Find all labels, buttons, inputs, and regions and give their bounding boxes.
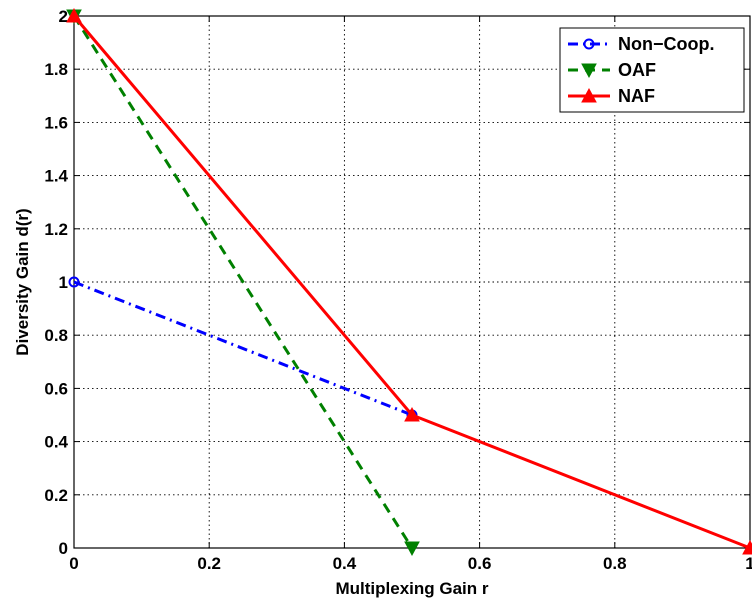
y-tick-label: 1.8: [44, 60, 68, 79]
y-axis-ticks: 0 0.2 0.4 0.6 0.8 1 1.2 1.4 1.6 1.8 2: [44, 7, 750, 558]
triangle-up-marker: [742, 539, 752, 555]
series-naf: [66, 7, 752, 555]
legend-label: OAF: [618, 60, 656, 80]
y-tick-label: 2: [59, 7, 68, 26]
circle-marker: [583, 38, 595, 50]
series-oaf: [66, 9, 420, 557]
series-non-coop: [68, 276, 418, 421]
x-tick-label: 1: [745, 554, 752, 573]
legend-item: OAF: [568, 60, 656, 80]
y-tick-label: 0.4: [44, 433, 68, 452]
x-axis-label: Multiplexing Gain r: [335, 579, 488, 598]
x-tick-label: 0.2: [197, 554, 221, 573]
x-tick-label: 0.8: [603, 554, 627, 573]
x-tick-label: 0.4: [333, 554, 357, 573]
legend-item: Non−Coop.: [568, 34, 715, 54]
y-tick-label: 1.2: [44, 220, 68, 239]
triangle-down-marker: [581, 63, 597, 79]
x-axis-ticks: 0 0.2 0.4 0.6 0.8 1: [69, 16, 752, 573]
y-tick-label: 0.6: [44, 379, 68, 398]
series-line: [72, 15, 414, 549]
y-tick-label: 1.4: [44, 167, 68, 186]
series-line: [73, 280, 413, 417]
y-tick-label: 1: [59, 273, 68, 292]
legend-item: NAF: [568, 86, 655, 106]
y-tick-label: 1.6: [44, 113, 68, 132]
y-axis-label: Diversity Gain d(r): [13, 208, 32, 355]
triangle-up-marker: [581, 87, 597, 103]
legend-label: NAF: [618, 86, 655, 106]
y-tick-label: 0.8: [44, 326, 68, 345]
y-tick-label: 0.2: [44, 486, 68, 505]
x-tick-label: 0.6: [468, 554, 492, 573]
legend-label: Non−Coop.: [618, 34, 715, 54]
triangle-up-marker: [66, 7, 82, 23]
triangle-up-marker: [404, 406, 420, 422]
triangle-down-marker: [404, 541, 420, 557]
x-tick-label: 0: [69, 554, 78, 573]
y-tick-label: 0: [59, 539, 68, 558]
series-layer: [66, 7, 752, 557]
legend: Non−Coop. OAF NAF: [559, 27, 745, 113]
circle-marker: [68, 276, 80, 288]
